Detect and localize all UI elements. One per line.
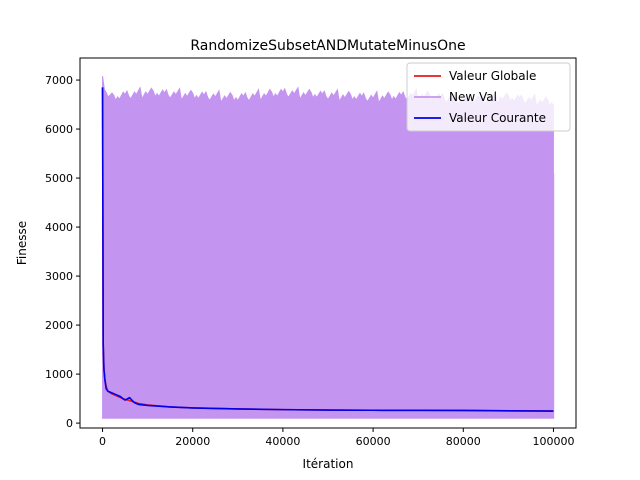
y-tick-label: 6000 — [45, 123, 73, 136]
legend-box — [406, 62, 571, 132]
plot-area — [101, 76, 555, 419]
y-tick-label: 7000 — [45, 74, 73, 87]
y-tick-label: 2000 — [45, 319, 73, 332]
y-tick-label: 3000 — [45, 270, 73, 283]
y-axis-label: Finesse — [15, 221, 29, 265]
chart-title: RandomizeSubsetANDMutateMinusOne — [190, 38, 465, 54]
x-tick-label: 0 — [99, 435, 106, 448]
y-tick-label: 0 — [66, 417, 73, 430]
x-axis-label: Itération — [303, 457, 354, 471]
x-axis: 0 20000 40000 60000 80000 100000 — [99, 428, 574, 448]
x-tick-label: 20000 — [175, 435, 210, 448]
legend-entry: Valeur Courante — [449, 111, 546, 125]
legend-entry: Valeur Globale — [449, 69, 536, 83]
legend: Valeur Globale New Val Valeur Courante — [406, 62, 571, 132]
series-line-valeur-courante — [101, 87, 554, 412]
x-tick-label: 40000 — [265, 435, 300, 448]
legend-entry: New Val — [449, 90, 497, 104]
y-axis: 0 1000 2000 3000 4000 5000 6000 7000 — [45, 74, 80, 430]
y-tick-label: 1000 — [45, 368, 73, 381]
y-tick-label: 5000 — [45, 172, 73, 185]
x-tick-label: 60000 — [356, 435, 391, 448]
x-tick-label: 80000 — [446, 435, 481, 448]
x-tick-label: 100000 — [532, 435, 574, 448]
y-tick-label: 4000 — [45, 221, 73, 234]
plot-frame — [79, 57, 577, 429]
